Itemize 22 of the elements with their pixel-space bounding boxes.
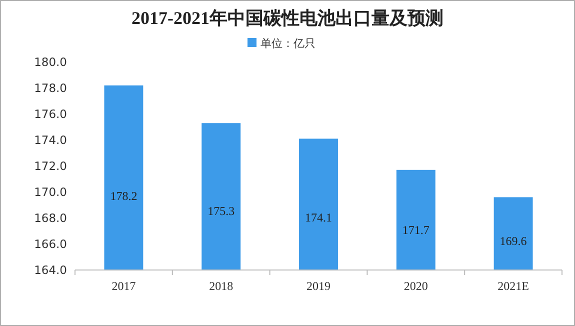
y-tick-label: 176.0 [34,107,67,121]
data-label: 169.6 [500,234,527,248]
x-tick-label: 2019 [306,279,330,293]
y-tick-label: 168.0 [34,211,67,225]
data-label: 175.3 [208,204,235,218]
y-tick-label: 164.0 [34,263,67,277]
x-tick-label: 2021E [498,279,529,293]
y-tick-label: 174.0 [34,133,67,147]
y-tick-label: 166.0 [34,237,67,251]
x-tick-label: 2017 [112,279,136,293]
data-label: 178.2 [110,189,138,204]
y-tick-label: 170.0 [34,185,67,199]
y-tick-label: 178.0 [34,81,67,95]
y-tick-label: 172.0 [34,159,67,173]
chart-title: 2017-2021年中国碳性电池出口量及预测 [132,8,444,28]
data-label: 174.1 [305,210,332,224]
x-tick-label: 2018 [209,279,234,293]
legend-label: 单位：亿只 [260,37,316,50]
legend: 单位：亿只 [248,37,316,50]
data-label: 171.7 [402,222,430,237]
x-tick-label: 2020 [404,279,428,293]
y-tick-label: 180.0 [34,55,67,69]
